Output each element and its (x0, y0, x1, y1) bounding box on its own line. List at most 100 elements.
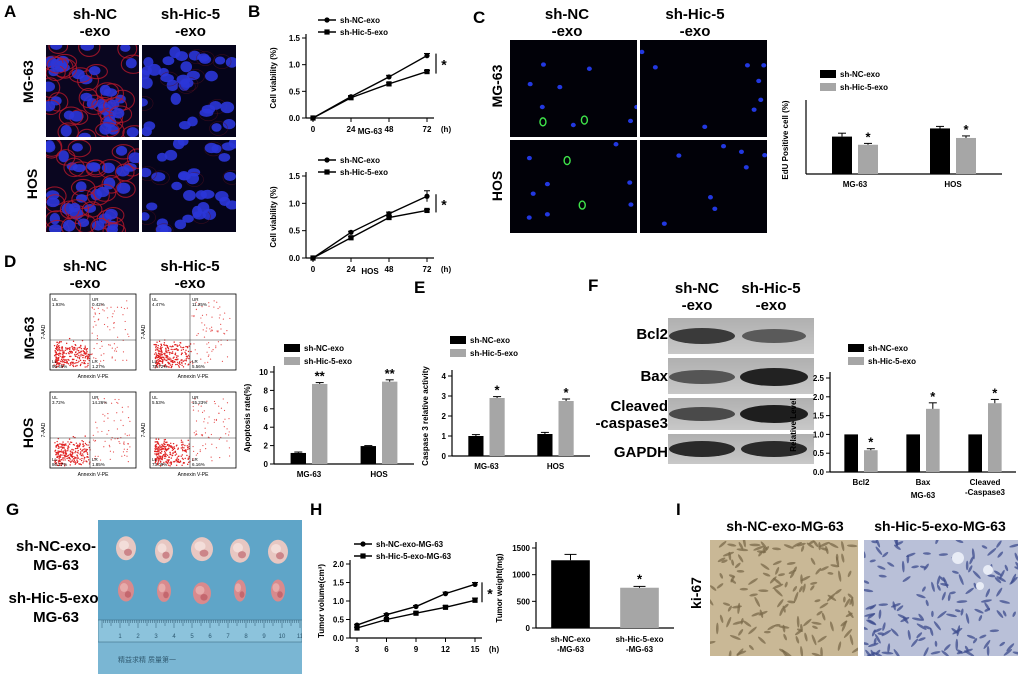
event-dot (84, 450, 86, 452)
quadrant-ll-label: LL 78.72% (152, 359, 167, 369)
event-dot (109, 458, 111, 460)
significance-star: ** (315, 369, 326, 384)
cell-nucleus (800, 645, 804, 656)
event-dot (193, 343, 195, 345)
event-dot (84, 345, 86, 347)
event-dot (129, 446, 131, 448)
row-label-a-1: MG-63 (20, 60, 36, 103)
cell-nucleus (931, 581, 935, 592)
significance-star: * (992, 385, 998, 400)
event-dot (165, 450, 168, 452)
y-tick-label: 1000 (512, 571, 530, 580)
event-dot (61, 348, 64, 350)
event-dot (171, 345, 174, 347)
flow-plot-d-nc-hos: UL 3.72%UR 14.26%LL 80.17%LR 1.85%Annexin V-… (41, 391, 137, 478)
event-dot (129, 420, 131, 422)
cell-nucleus (918, 637, 926, 642)
event-dot (60, 446, 63, 448)
cell-nucleus (905, 552, 916, 558)
event-dot (165, 348, 167, 350)
event-dot (170, 462, 172, 465)
legend-label: sh-NC-exo (840, 70, 880, 79)
event-dot (103, 310, 105, 312)
y-tick-label: 2 (442, 412, 447, 421)
bar (968, 434, 982, 472)
event-dot (166, 345, 169, 347)
event-dot (164, 344, 166, 347)
y-tick-label: 0.5 (813, 449, 825, 458)
event-dot (165, 445, 167, 448)
event-dot (62, 459, 64, 461)
event-dot (71, 358, 74, 361)
legend-label: sh-Hic-5-exo (868, 357, 916, 366)
legend-label: sh-NC-exo (304, 344, 344, 353)
x-tick-label: Bax (916, 478, 931, 487)
event-dot (57, 345, 60, 347)
event-dot (91, 353, 93, 355)
event-dot (94, 320, 96, 323)
event-dot (184, 359, 186, 361)
nucleus (142, 167, 152, 178)
event-dot (74, 461, 77, 463)
event-dot (206, 327, 208, 329)
event-dot (178, 344, 181, 346)
nucleus (211, 123, 222, 132)
event-dot (68, 350, 71, 353)
event-dot (203, 421, 205, 423)
event-dot (79, 451, 82, 453)
event-dot (205, 330, 207, 332)
event-dot (66, 348, 68, 351)
cell-nucleus (911, 617, 924, 621)
event-dot (181, 448, 184, 450)
nucleus (526, 215, 532, 220)
cell-nucleus (784, 581, 788, 588)
event-dot (67, 446, 69, 448)
cell-nucleus (923, 563, 929, 571)
event-dot (54, 449, 57, 452)
nucleus (164, 149, 178, 161)
event-dot (171, 351, 174, 353)
nucleus (84, 203, 97, 213)
y-tick-label: 0.5 (289, 227, 301, 236)
cell-nucleus (972, 638, 978, 644)
significance-star: * (564, 385, 570, 400)
event-dot (69, 464, 71, 466)
event-dot (84, 360, 86, 362)
event-dot (74, 348, 76, 350)
cell-nucleus (893, 544, 901, 550)
row-label-c-2: HOS (489, 170, 505, 202)
y-tick-label: 2.5 (813, 374, 825, 383)
event-dot (159, 448, 161, 450)
nucleus (104, 208, 118, 220)
event-dot (185, 349, 187, 352)
event-dot (220, 344, 222, 346)
flow-x-label: Annexin V-PE (78, 472, 110, 478)
data-point (413, 603, 419, 610)
cell-nucleus (772, 560, 782, 566)
nucleus (115, 145, 128, 156)
x-tick-label: 24 (347, 125, 356, 134)
event-dot (166, 461, 168, 464)
data-point (348, 95, 354, 101)
panel-letter-d: D (4, 252, 17, 271)
tumor-vessel (124, 591, 132, 598)
nucleus (101, 162, 116, 174)
event-dot (86, 366, 88, 368)
event-dot (213, 421, 215, 423)
event-dot (103, 323, 106, 326)
event-dot (111, 316, 113, 318)
event-dot (164, 438, 167, 441)
blot-label-gapdh: GAPDH (613, 444, 668, 461)
event-dot (117, 402, 119, 404)
event-dot (78, 356, 81, 359)
event-dot (167, 357, 169, 359)
ruler-number: 6 (208, 634, 212, 640)
event-dot (82, 440, 85, 443)
event-dot (122, 451, 125, 453)
cytoplasm-stain (68, 67, 93, 84)
event-dot (70, 355, 72, 358)
event-dot (79, 364, 82, 367)
cell-nucleus (773, 588, 783, 597)
cell-nucleus (864, 580, 870, 584)
legend-swatch (450, 336, 466, 344)
